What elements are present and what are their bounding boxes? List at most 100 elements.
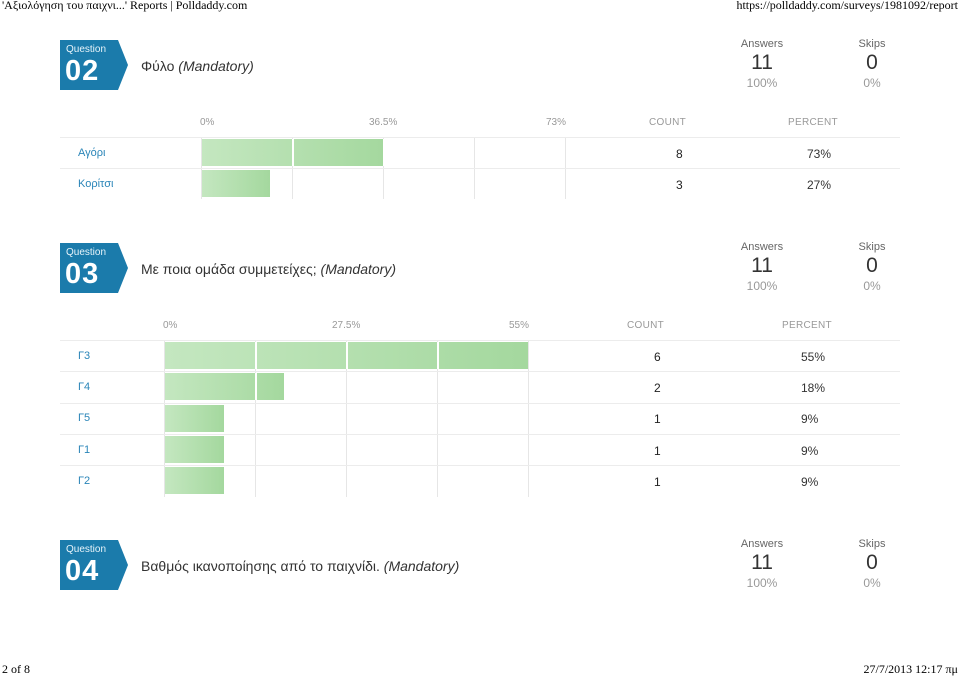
percent-column-header: PERCENT — [782, 320, 832, 331]
skips-percent: 0% — [863, 576, 881, 590]
bar-segment-divider — [255, 373, 257, 401]
answer-count: 2 — [654, 380, 661, 395]
bar-segment-divider — [255, 342, 257, 369]
skips-count: 0 — [866, 254, 878, 277]
skips-percent: 0% — [863, 279, 881, 293]
answer-percent: 9% — [801, 443, 819, 458]
answers-stat: Answers 11 100% — [722, 241, 802, 293]
answers-stat: Answers 11 100% — [722, 538, 802, 590]
answers-label: Answers — [740, 538, 784, 550]
skips-stat: Skips 0 0% — [832, 538, 912, 590]
skips-label: Skips — [858, 241, 886, 253]
answer-count: 8 — [676, 146, 683, 161]
answers-count: 11 — [751, 254, 773, 277]
chart-gridline — [164, 340, 165, 497]
chart-gridline — [255, 340, 256, 497]
bar-segment-divider — [292, 139, 294, 166]
answers-percent: 100% — [746, 279, 778, 293]
answer-count: 6 — [654, 349, 661, 364]
answers-percent: 100% — [746, 576, 778, 590]
print-page-title: 'Αξιολόγηση του παιχνι...' Reports | Pol… — [2, 0, 248, 12]
axis-tick-max: 55% — [509, 320, 530, 331]
answer-count: 1 — [654, 474, 661, 489]
answer-count: 1 — [654, 443, 661, 458]
answer-option-label[interactable]: Κορίτσι — [78, 177, 114, 190]
axis-tick-mid: 27.5% — [332, 320, 361, 331]
answer-option-label[interactable]: Αγόρι — [78, 146, 106, 159]
print-datetime: 27/7/2013 12:17 πμ — [863, 662, 959, 676]
bar-segment-divider — [437, 342, 439, 369]
table-row: Γ3 6 55% — [60, 340, 900, 372]
answer-option-label[interactable]: Γ1 — [78, 443, 91, 456]
question-title-text: Βαθμός ικανοποίησης από το παιχνίδι. — [141, 558, 380, 574]
answer-count: 1 — [654, 412, 661, 427]
answer-option-label[interactable]: Γ5 — [78, 412, 91, 425]
answer-percent: 55% — [801, 349, 826, 364]
skips-count: 0 — [866, 551, 878, 574]
count-column-header: COUNT — [627, 320, 665, 331]
question-title: Φύλο (Mandatory) — [141, 58, 254, 74]
axis-tick-mid: 36.5% — [369, 117, 398, 128]
skips-stat: Skips 0 0% — [832, 38, 912, 90]
badge-question-word: Question — [66, 44, 107, 55]
mandatory-label: (Mandatory) — [178, 58, 254, 74]
answer-count: 3 — [676, 177, 683, 192]
answer-percent: 18% — [801, 380, 826, 395]
badge-question-word: Question — [66, 544, 107, 555]
answers-stat: Answers 11 100% — [722, 38, 802, 90]
table-row: Αγόρι 8 73% — [60, 137, 900, 169]
answer-percent: 73% — [807, 146, 832, 161]
mandatory-label: (Mandatory) — [383, 558, 460, 574]
question-title: Με ποια ομάδα συμμετείχες; (Mandatory) — [141, 261, 396, 277]
answer-option-label[interactable]: Γ4 — [78, 380, 91, 393]
answer-bar — [165, 435, 225, 463]
skips-percent: 0% — [863, 76, 881, 90]
bar-segment-divider — [383, 139, 385, 166]
chart-gridline — [346, 340, 347, 497]
skips-label: Skips — [858, 38, 886, 50]
bar-segment-divider — [346, 342, 348, 369]
badge-shape — [60, 540, 128, 590]
badge-question-word: Question — [66, 247, 107, 258]
answer-percent: 9% — [801, 412, 819, 427]
answer-option-label[interactable]: Γ3 — [78, 349, 91, 362]
axis-tick-min: 0% — [200, 117, 215, 128]
table-row: Κορίτσι 3 27% — [60, 168, 900, 200]
question-title-text: Με ποια ομάδα συμμετείχες; — [141, 261, 317, 277]
question-badge: Question 02 — [60, 40, 128, 90]
question-title: Βαθμός ικανοποίησης από το παιχνίδι. (Ma… — [141, 558, 459, 574]
question-badge: Question 04 — [60, 540, 128, 590]
chart-gridline — [528, 340, 529, 497]
answers-percent: 100% — [746, 76, 778, 90]
answers-count: 11 — [751, 551, 773, 574]
count-column-header: COUNT — [649, 117, 687, 128]
answer-option-label[interactable]: Γ2 — [78, 474, 91, 487]
badge-shape — [60, 40, 128, 90]
table-row: Γ1 1 9% — [60, 433, 900, 466]
skips-stat: Skips 0 0% — [832, 241, 912, 293]
answer-percent: 9% — [801, 474, 819, 489]
answer-bar — [165, 373, 284, 401]
axis-tick-min: 0% — [163, 320, 178, 331]
print-page-url: https://polldaddy.com/surveys/1981092/re… — [736, 0, 958, 12]
answer-percent: 27% — [807, 177, 832, 192]
answers-count: 11 — [751, 51, 773, 74]
percent-column-header: PERCENT — [788, 117, 838, 128]
mandatory-label: (Mandatory) — [320, 261, 396, 277]
badge-shape — [60, 243, 128, 293]
question-title-text: Φύλο — [141, 58, 175, 74]
axis-tick-max: 73% — [546, 117, 567, 128]
badge-question-number: 04 — [65, 555, 100, 587]
badge-question-number: 02 — [65, 55, 100, 87]
answers-label: Answers — [740, 38, 784, 50]
badge-question-number: 03 — [65, 258, 100, 290]
answer-bar — [202, 170, 270, 197]
answers-label: Answers — [740, 241, 784, 253]
question-badge: Question 03 — [60, 243, 128, 293]
skips-label: Skips — [858, 538, 886, 550]
skips-count: 0 — [866, 51, 878, 74]
table-row: Γ5 1 9% — [60, 402, 900, 435]
answer-bar — [165, 467, 225, 495]
print-page-number: 2 of 8 — [2, 662, 30, 676]
answer-bar — [165, 404, 225, 432]
